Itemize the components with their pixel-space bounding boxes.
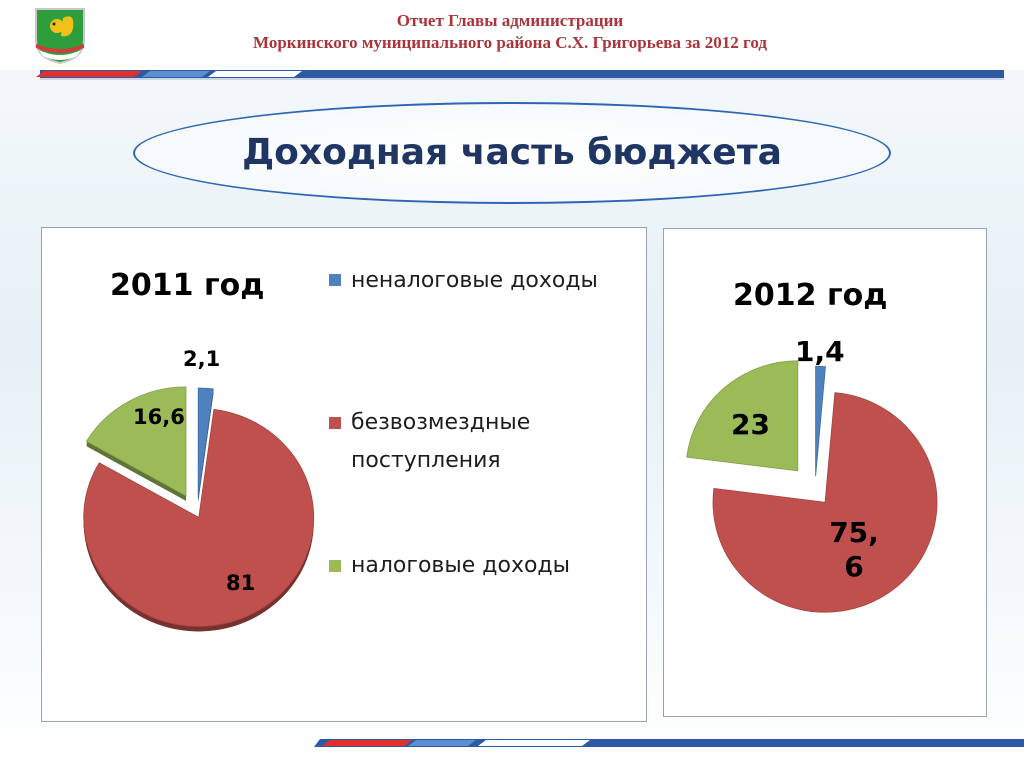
data-label-2011-grants: 81 <box>226 571 256 595</box>
legend-swatch-grants <box>329 417 341 429</box>
header: Отчет Главы администрации Моркинского му… <box>0 0 1024 70</box>
header-line-1: Отчет Главы администрации <box>396 11 624 30</box>
coat-of-arms-logo <box>35 8 85 64</box>
bottom-decor-stripe <box>314 739 1024 747</box>
legend-swatch-tax <box>329 560 341 572</box>
chart-title-2012: 2012 год <box>733 278 888 313</box>
data-label-2011-nontax: 2,1 <box>183 347 221 371</box>
pie-slice-grants <box>83 408 315 627</box>
data-label-2012-grants: 75, 6 <box>829 516 879 583</box>
legend-item-grants: безвозмездные поступления <box>351 410 531 473</box>
pie-slice-tax <box>686 360 799 472</box>
legend-item-tax: налоговые доходы <box>351 553 571 578</box>
slide-title: Доходная часть бюджета <box>242 132 782 173</box>
pie-slice-nontax <box>197 387 214 498</box>
data-label-2012-tax: 23 <box>731 408 770 441</box>
data-label-2012-nontax: 1,4 <box>795 335 845 368</box>
top-decor-stripe <box>36 70 1004 80</box>
header-line-2: Моркинского муниципального района С.Х. Г… <box>253 33 767 52</box>
pie-slice-nontax <box>815 365 826 477</box>
pie-slice-grants <box>712 392 938 613</box>
chart-title-2011: 2011 год <box>110 268 265 303</box>
legend-swatch-nontax <box>329 274 341 286</box>
legend-item-nontax: неналоговые доходы <box>351 268 598 293</box>
title-ellipse <box>133 102 891 204</box>
data-label-2011-tax: 16,6 <box>133 405 185 429</box>
pie-slice-tax <box>85 386 187 497</box>
